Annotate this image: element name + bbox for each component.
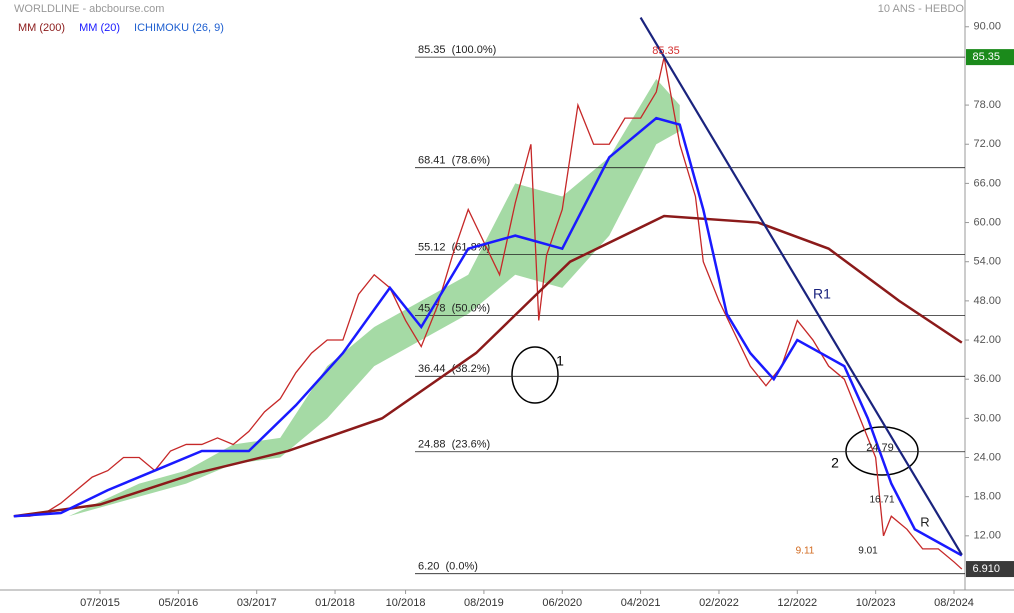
fib-label: 68.41 (78.6%): [418, 155, 490, 167]
y-tick-label: 36.00: [973, 373, 1001, 385]
y-tick-label: 66.00: [973, 177, 1001, 189]
moving-average: [13, 116, 963, 557]
y-tick-label: 18.00: [973, 491, 1001, 503]
y-tick-label: 12.00: [973, 530, 1001, 542]
y-tick-label: 60.00: [973, 216, 1001, 228]
x-tick-label: 06/2020: [542, 597, 582, 609]
x-tick-label: 01/2018: [315, 597, 355, 609]
x-tick-label: 08/2019: [464, 597, 504, 609]
chart-subtitle: 10 ANS - HEBDO: [878, 3, 965, 15]
x-tick-label: 03/2017: [237, 597, 277, 609]
annotation: R: [920, 514, 929, 529]
x-tick-label: 10/2018: [386, 597, 426, 609]
price-tag: [966, 49, 1014, 66]
fib-label: 6.20 (0.0%): [418, 561, 478, 573]
annotation: 9.11: [796, 546, 815, 557]
trendline-label: R1: [813, 286, 831, 302]
fib-label: 55.12 (61.8%): [418, 241, 490, 253]
annotation: 16.71: [869, 495, 894, 506]
annotation: 24.79: [866, 442, 894, 454]
fib-label: 85.35 (100.0%): [418, 44, 496, 56]
y-tick-label: 42.00: [973, 334, 1001, 346]
legend-entry: MM (200): [18, 22, 65, 34]
ellipse-2: [845, 426, 919, 476]
x-tick-label: 08/2024: [934, 597, 974, 609]
annotation: 2: [831, 455, 839, 471]
ichimoku-cloud: [68, 78, 680, 517]
y-tick-label: 24.00: [973, 451, 1001, 463]
trendline: [639, 17, 963, 556]
chart-title: WORLDLINE - abcbourse.com: [14, 3, 164, 15]
y-tick-label: 78.00: [973, 99, 1001, 111]
x-tick-label: 07/2015: [80, 597, 120, 609]
x-tick-label: 02/2022: [699, 597, 739, 609]
y-tick-label: 72.00: [973, 138, 1001, 150]
legend-entry: MM (20): [79, 22, 120, 34]
annotation: 9.01: [858, 546, 878, 557]
price-tag-label: 85.35: [972, 51, 1000, 63]
ellipse-1: [511, 346, 559, 404]
y-tick-label: 48.00: [973, 295, 1001, 307]
price-tag-label: 6.910: [972, 563, 1000, 575]
legend-entry: ICHIMOKU (26, 9): [134, 22, 224, 34]
moving-average: [13, 214, 963, 518]
y-tick-label: 30.00: [973, 412, 1001, 424]
x-tick-label: 04/2021: [621, 597, 661, 609]
x-tick-label: 05/2016: [158, 597, 198, 609]
annotation: 85.35: [652, 45, 680, 57]
x-tick-label: 10/2023: [856, 597, 896, 609]
x-tick-label: 12/2022: [777, 597, 817, 609]
fib-label: 24.88 (23.6%): [418, 439, 490, 451]
y-tick-label: 54.00: [973, 256, 1001, 268]
annotation: 1: [556, 353, 564, 369]
price-tag: [966, 561, 1014, 578]
price-line: [13, 56, 963, 570]
y-tick-label: 90.00: [973, 21, 1001, 33]
